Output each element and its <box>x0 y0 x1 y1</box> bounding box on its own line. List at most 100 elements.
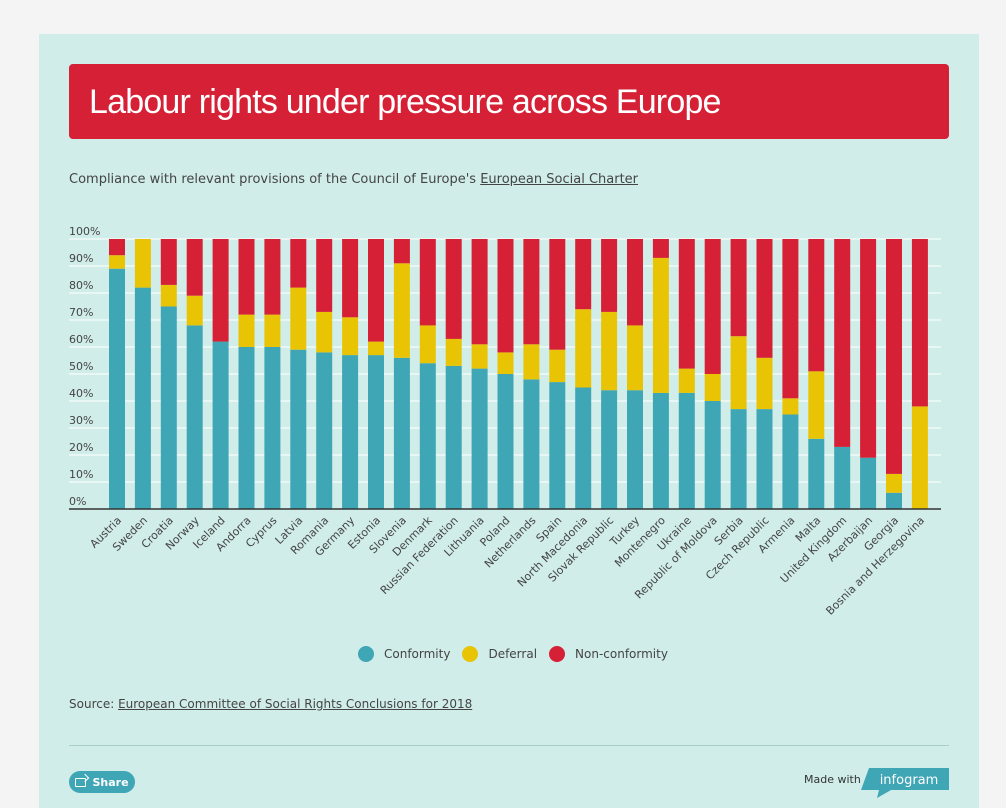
bar-deferral-slovak-republic[interactable] <box>601 311 618 391</box>
bar-non-conformity-slovenia[interactable] <box>393 239 410 264</box>
bar-deferral-spain[interactable] <box>549 349 566 383</box>
bar-deferral-czech-republic[interactable] <box>756 357 773 410</box>
bar-deferral-malta[interactable] <box>808 371 825 439</box>
bar-non-conformity-serbia[interactable] <box>730 239 747 337</box>
bar-non-conformity-united-kingdom[interactable] <box>834 239 851 447</box>
bars <box>109 239 928 509</box>
legend-item-conformity[interactable]: Conformity <box>358 646 450 662</box>
bar-deferral-lithuania[interactable] <box>471 344 488 369</box>
bar-conformity-czech-republic[interactable] <box>756 409 773 509</box>
bar-deferral-serbia[interactable] <box>730 336 747 410</box>
bar-conformity-slovenia[interactable] <box>393 357 410 509</box>
bar-deferral-cyprus[interactable] <box>264 314 281 347</box>
bar-conformity-north-macedonia[interactable] <box>575 387 592 510</box>
bar-conformity-ukraine[interactable] <box>678 392 695 509</box>
bar-conformity-austria[interactable] <box>109 268 125 509</box>
bar-conformity-germany[interactable] <box>342 355 359 509</box>
bar-non-conformity-czech-republic[interactable] <box>756 239 773 358</box>
bar-conformity-malta[interactable] <box>808 438 825 509</box>
bar-deferral-turkey[interactable] <box>627 325 643 391</box>
bar-non-conformity-netherlands[interactable] <box>523 239 540 345</box>
bar-deferral-north-macedonia[interactable] <box>575 309 592 388</box>
bar-non-conformity-slovak-republic[interactable] <box>601 239 618 312</box>
bar-deferral-armenia[interactable] <box>782 398 799 415</box>
bar-non-conformity-malta[interactable] <box>808 239 825 372</box>
bar-deferral-slovenia[interactable] <box>393 263 410 358</box>
bar-non-conformity-azerbaijan[interactable] <box>860 239 877 458</box>
bar-conformity-latvia[interactable] <box>290 349 307 509</box>
bar-conformity-republic-of-moldova[interactable] <box>704 401 721 509</box>
bar-non-conformity-ukraine[interactable] <box>678 239 695 369</box>
bar-non-conformity-denmark[interactable] <box>419 239 436 326</box>
bar-conformity-sweden[interactable] <box>134 287 151 509</box>
bar-non-conformity-iceland[interactable] <box>212 239 229 342</box>
bar-conformity-azerbaijan[interactable] <box>860 457 877 509</box>
bar-deferral-estonia[interactable] <box>368 341 384 356</box>
bar-conformity-iceland[interactable] <box>212 341 229 509</box>
european-social-charter-link[interactable]: European Social Charter <box>480 172 639 187</box>
bar-conformity-croatia[interactable] <box>160 306 177 510</box>
y-tick-label: 90% <box>69 252 93 265</box>
bar-conformity-russian-federation[interactable] <box>445 365 462 509</box>
bar-deferral-denmark[interactable] <box>419 325 436 364</box>
bar-conformity-netherlands[interactable] <box>523 379 540 509</box>
bar-conformity-estonia[interactable] <box>368 355 384 509</box>
bar-deferral-russian-federation[interactable] <box>445 338 462 366</box>
bar-deferral-montenegro[interactable] <box>652 257 669 393</box>
bar-conformity-spain[interactable] <box>549 382 566 509</box>
source-link[interactable]: European Committee of Social Rights Conc… <box>118 697 473 711</box>
bar-deferral-germany[interactable] <box>342 317 359 356</box>
bar-non-conformity-andorra[interactable] <box>238 239 255 315</box>
bar-conformity-norway[interactable] <box>186 325 203 509</box>
bar-deferral-latvia[interactable] <box>290 287 307 350</box>
bar-non-conformity-republic-of-moldova[interactable] <box>704 239 721 374</box>
bar-deferral-ukraine[interactable] <box>678 368 695 393</box>
bar-conformity-cyprus[interactable] <box>264 347 281 509</box>
bar-deferral-bosnia-and-herzegovina[interactable] <box>911 406 928 509</box>
bar-deferral-republic-of-moldova[interactable] <box>704 374 721 401</box>
bar-non-conformity-romania[interactable] <box>316 239 333 312</box>
share-button[interactable]: Share <box>69 771 135 793</box>
bar-conformity-serbia[interactable] <box>730 409 747 509</box>
bar-deferral-netherlands[interactable] <box>523 344 540 380</box>
bar-non-conformity-croatia[interactable] <box>160 239 177 285</box>
bar-conformity-poland[interactable] <box>497 374 514 509</box>
bar-deferral-romania[interactable] <box>316 311 333 353</box>
bar-non-conformity-spain[interactable] <box>549 239 566 350</box>
bar-non-conformity-turkey[interactable] <box>627 239 643 326</box>
bar-conformity-andorra[interactable] <box>238 347 255 509</box>
bar-non-conformity-lithuania[interactable] <box>471 239 488 345</box>
bar-non-conformity-austria[interactable] <box>109 239 125 256</box>
infogram-logo[interactable]: infogram <box>861 768 949 798</box>
bar-non-conformity-estonia[interactable] <box>368 239 384 342</box>
bar-non-conformity-norway[interactable] <box>186 239 203 296</box>
bar-non-conformity-germany[interactable] <box>342 239 359 318</box>
bar-conformity-romania[interactable] <box>316 352 333 509</box>
bar-non-conformity-latvia[interactable] <box>290 239 307 288</box>
bar-conformity-lithuania[interactable] <box>471 368 488 509</box>
legend-item-nonconformity[interactable]: Non-conformity <box>549 646 668 662</box>
bar-non-conformity-cyprus[interactable] <box>264 239 281 315</box>
bar-non-conformity-russian-federation[interactable] <box>445 239 462 339</box>
bar-conformity-montenegro[interactable] <box>652 392 669 509</box>
bar-deferral-poland[interactable] <box>497 352 514 374</box>
bar-conformity-turkey[interactable] <box>627 390 643 509</box>
bar-conformity-armenia[interactable] <box>782 414 799 510</box>
bar-non-conformity-armenia[interactable] <box>782 239 799 399</box>
bar-deferral-austria[interactable] <box>109 255 125 269</box>
bar-non-conformity-georgia[interactable] <box>886 239 902 474</box>
bar-deferral-georgia[interactable] <box>886 473 902 493</box>
bar-deferral-andorra[interactable] <box>238 314 255 347</box>
bar-non-conformity-montenegro[interactable] <box>652 239 669 258</box>
bar-conformity-slovak-republic[interactable] <box>601 390 618 509</box>
bar-conformity-denmark[interactable] <box>419 363 436 509</box>
bar-deferral-croatia[interactable] <box>160 284 177 307</box>
bar-non-conformity-bosnia-and-herzegovina[interactable] <box>911 239 928 407</box>
legend-item-deferral[interactable]: Deferral <box>462 646 537 662</box>
bar-deferral-sweden[interactable] <box>134 239 151 288</box>
bar-non-conformity-poland[interactable] <box>497 239 514 353</box>
bar-non-conformity-north-macedonia[interactable] <box>575 239 592 310</box>
bar-conformity-united-kingdom[interactable] <box>834 446 851 509</box>
bar-conformity-georgia[interactable] <box>886 492 902 509</box>
bar-deferral-norway[interactable] <box>186 295 203 326</box>
